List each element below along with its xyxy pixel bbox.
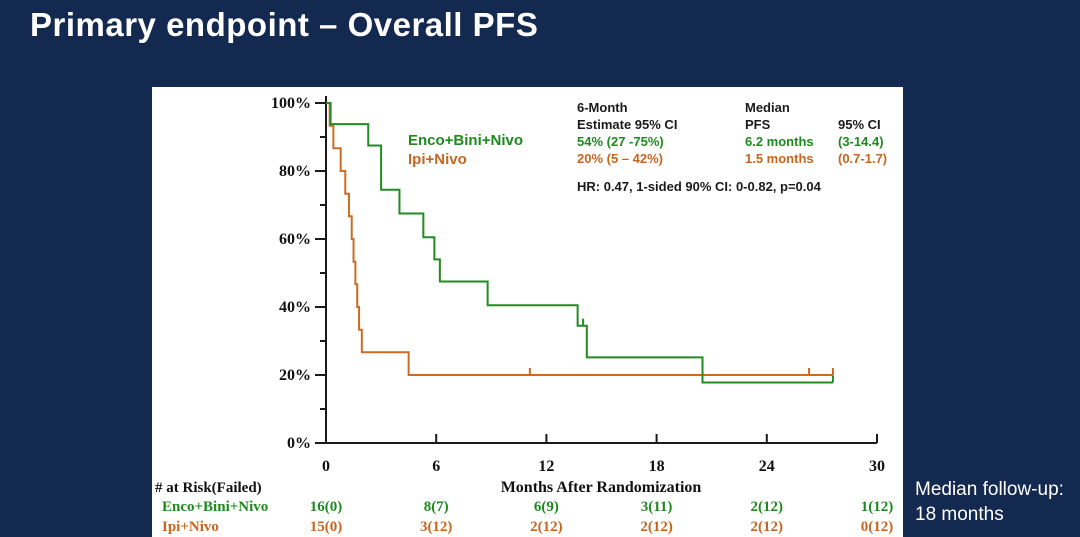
stat-pfs-header: PFS — [745, 117, 771, 132]
followup-note-line2: 18 months — [915, 504, 1004, 525]
legend-item-enco: Enco+Bini+Nivo — [408, 132, 524, 149]
stat-median-enco: 6.2 months — [745, 134, 814, 149]
stat-estimate-ipi: 20% (5 – 42%) — [577, 151, 663, 166]
stat-sixmonth-header: 6-Month — [577, 100, 628, 115]
followup-note-line1: Median follow-up: — [915, 479, 1064, 500]
page-title: Primary endpoint – Overall PFS — [30, 6, 539, 43]
followup-note: Median follow-up: 18 months — [915, 477, 1080, 527]
legend-item-ipi: Ipi+Nivo — [408, 151, 467, 168]
stat-median-ipi: 1.5 months — [745, 151, 814, 166]
stat-estimate-enco: 54% (27 -75%) — [577, 134, 664, 149]
stat-hazard-ratio: HR: 0.47, 1-sided 90% CI: 0-0.82, p=0.04 — [577, 179, 821, 194]
stat-ci-ipi: (0.7-1.7) — [838, 151, 888, 166]
stat-estimate-header: Estimate 95% CI — [577, 117, 678, 132]
stat-ci-enco: (3-14.4) — [838, 134, 884, 149]
stat-ci-header: 95% CI — [838, 117, 881, 132]
chart-legend: Enco+Bini+Nivo Ipi+Nivo — [408, 131, 523, 169]
stat-median-header: Median — [745, 100, 790, 115]
